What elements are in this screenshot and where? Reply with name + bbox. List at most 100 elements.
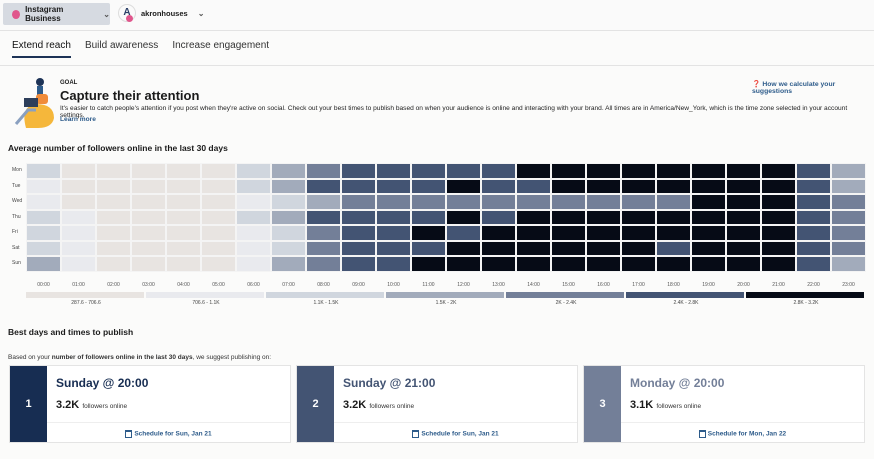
heatmap-cell[interactable] xyxy=(726,163,761,179)
heatmap-cell[interactable] xyxy=(621,225,656,241)
heatmap-cell[interactable] xyxy=(166,210,201,226)
heatmap-cell[interactable] xyxy=(236,194,271,210)
heatmap-cell[interactable] xyxy=(61,210,96,226)
heatmap-cell[interactable] xyxy=(691,241,726,257)
heatmap-cell[interactable] xyxy=(621,194,656,210)
heatmap-cell[interactable] xyxy=(166,256,201,272)
heatmap-cell[interactable] xyxy=(446,241,481,257)
heatmap-cell[interactable] xyxy=(516,210,551,226)
heatmap-cell[interactable] xyxy=(726,256,761,272)
heatmap-cell[interactable] xyxy=(61,241,96,257)
heatmap-cell[interactable] xyxy=(551,241,586,257)
heatmap-cell[interactable] xyxy=(761,163,796,179)
heatmap-cell[interactable] xyxy=(201,210,236,226)
heatmap-cell[interactable] xyxy=(551,210,586,226)
heatmap-cell[interactable] xyxy=(26,210,61,226)
heatmap-cell[interactable] xyxy=(691,256,726,272)
heatmap-cell[interactable] xyxy=(551,225,586,241)
heatmap-cell[interactable] xyxy=(26,225,61,241)
heatmap-cell[interactable] xyxy=(586,179,621,195)
heatmap-cell[interactable] xyxy=(236,163,271,179)
heatmap-cell[interactable] xyxy=(551,194,586,210)
heatmap-cell[interactable] xyxy=(376,194,411,210)
heatmap-cell[interactable] xyxy=(621,210,656,226)
heatmap-cell[interactable] xyxy=(621,163,656,179)
heatmap-cell[interactable] xyxy=(446,256,481,272)
heatmap-cell[interactable] xyxy=(306,210,341,226)
heatmap-cell[interactable] xyxy=(166,163,201,179)
heatmap-cell[interactable] xyxy=(166,241,201,257)
tab-increase-engagement[interactable]: Increase engagement xyxy=(172,40,269,58)
heatmap-cell[interactable] xyxy=(341,179,376,195)
schedule-button[interactable]: Schedule for Mon, Jan 22 xyxy=(621,422,864,442)
heatmap-cell[interactable] xyxy=(691,210,726,226)
heatmap-cell[interactable] xyxy=(796,194,831,210)
heatmap-cell[interactable] xyxy=(61,194,96,210)
heatmap-cell[interactable] xyxy=(656,163,691,179)
heatmap-cell[interactable] xyxy=(656,256,691,272)
heatmap-cell[interactable] xyxy=(411,179,446,195)
heatmap-cell[interactable] xyxy=(761,194,796,210)
heatmap-cell[interactable] xyxy=(411,241,446,257)
heatmap-cell[interactable] xyxy=(341,241,376,257)
heatmap-cell[interactable] xyxy=(586,194,621,210)
heatmap-cell[interactable] xyxy=(551,163,586,179)
heatmap-cell[interactable] xyxy=(131,225,166,241)
heatmap-cell[interactable] xyxy=(376,179,411,195)
heatmap-cell[interactable] xyxy=(306,225,341,241)
heatmap-cell[interactable] xyxy=(761,179,796,195)
heatmap-cell[interactable] xyxy=(656,210,691,226)
heatmap-cell[interactable] xyxy=(481,194,516,210)
heatmap-cell[interactable] xyxy=(201,163,236,179)
heatmap-cell[interactable] xyxy=(691,194,726,210)
heatmap-cell[interactable] xyxy=(341,225,376,241)
heatmap-cell[interactable] xyxy=(166,179,201,195)
account-switcher[interactable]: Instagram Business⌄ xyxy=(3,3,110,25)
tab-build-awareness[interactable]: Build awareness xyxy=(85,40,158,58)
heatmap-cell[interactable] xyxy=(96,241,131,257)
heatmap-cell[interactable] xyxy=(831,256,866,272)
heatmap-cell[interactable] xyxy=(201,225,236,241)
heatmap-cell[interactable] xyxy=(481,163,516,179)
heatmap-cell[interactable] xyxy=(236,225,271,241)
heatmap-cell[interactable] xyxy=(271,225,306,241)
heatmap-cell[interactable] xyxy=(796,179,831,195)
heatmap-cell[interactable] xyxy=(271,179,306,195)
heatmap-cell[interactable] xyxy=(586,241,621,257)
heatmap-cell[interactable] xyxy=(341,256,376,272)
heatmap-cell[interactable] xyxy=(96,179,131,195)
heatmap-cell[interactable] xyxy=(131,163,166,179)
heatmap-cell[interactable] xyxy=(481,179,516,195)
heatmap-cell[interactable] xyxy=(306,194,341,210)
heatmap-cell[interactable] xyxy=(726,241,761,257)
heatmap-cell[interactable] xyxy=(761,225,796,241)
heatmap-cell[interactable] xyxy=(96,194,131,210)
heatmap-cell[interactable] xyxy=(376,225,411,241)
heatmap-cell[interactable] xyxy=(61,225,96,241)
heatmap-cell[interactable] xyxy=(516,225,551,241)
heatmap-cell[interactable] xyxy=(831,210,866,226)
heatmap-cell[interactable] xyxy=(831,194,866,210)
heatmap-cell[interactable] xyxy=(26,194,61,210)
heatmap-cell[interactable] xyxy=(306,179,341,195)
heatmap-cell[interactable] xyxy=(656,241,691,257)
heatmap-cell[interactable] xyxy=(96,256,131,272)
heatmap-cell[interactable] xyxy=(61,256,96,272)
heatmap-cell[interactable] xyxy=(201,194,236,210)
heatmap-cell[interactable] xyxy=(656,225,691,241)
heatmap-cell[interactable] xyxy=(271,241,306,257)
heatmap-cell[interactable] xyxy=(831,179,866,195)
heatmap-cell[interactable] xyxy=(831,163,866,179)
heatmap-cell[interactable] xyxy=(411,225,446,241)
heatmap-cell[interactable] xyxy=(796,241,831,257)
heatmap-cell[interactable] xyxy=(376,163,411,179)
heatmap-cell[interactable] xyxy=(516,179,551,195)
how-we-calculate-link[interactable]: ❓ How we calculate your suggestions xyxy=(752,80,874,95)
heatmap-cell[interactable] xyxy=(341,163,376,179)
tab-extend-reach[interactable]: Extend reach xyxy=(12,40,71,58)
heatmap-cell[interactable] xyxy=(516,256,551,272)
heatmap-cell[interactable] xyxy=(271,256,306,272)
heatmap-cell[interactable] xyxy=(341,194,376,210)
heatmap-cell[interactable] xyxy=(586,163,621,179)
heatmap-cell[interactable] xyxy=(516,163,551,179)
